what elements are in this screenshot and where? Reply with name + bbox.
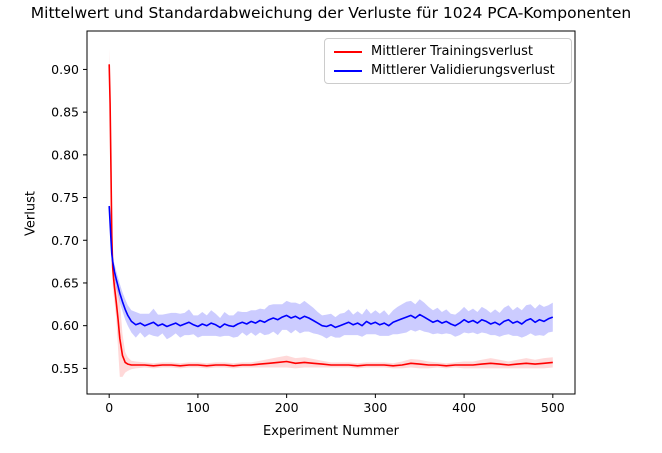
y-tick-label: 0.70 [51,233,79,248]
train-line-swatch-icon [334,50,362,53]
x-tick-label: 400 [452,400,476,415]
val-line-swatch-icon [334,69,362,72]
x-tick-label: 500 [541,400,565,415]
y-tick-label: 0.55 [51,361,79,376]
x-tick-label: 300 [363,400,387,415]
legend-label-train: Mittlerer Trainingsverlust [371,43,533,59]
legend: Mittlerer Trainingsverlust Mittlerer Val… [324,38,572,84]
std-band-val [109,202,553,340]
x-tick-label: 200 [275,400,299,415]
legend-label-val: Mittlerer Validierungsverlust [371,62,555,78]
y-axis-label: Verlust [23,191,39,236]
y-tick-label: 0.85 [51,105,79,120]
chart-title: Mittelwert und Standardabweichung der Ve… [30,4,632,22]
x-tick-label: 0 [105,400,113,415]
y-tick-label: 0.60 [51,318,79,333]
mean-line-val [108,206,554,329]
legend-item-train: Mittlerer Trainingsverlust [334,44,561,60]
y-tick-label: 0.75 [51,190,79,205]
x-axis-label-text: Experiment Nummer [263,424,399,439]
plot-border [86,30,576,395]
mean-line-train [108,64,553,367]
legend-item-val: Mittlerer Validierungsverlust [334,63,561,79]
y-tick-label: 0.90 [51,62,79,77]
y-tick-label: 0.80 [51,147,79,162]
x-tick-label: 100 [186,400,210,415]
y-tick-label: 0.65 [51,275,79,290]
x-axis-label: Experiment Nummer [0,424,662,439]
